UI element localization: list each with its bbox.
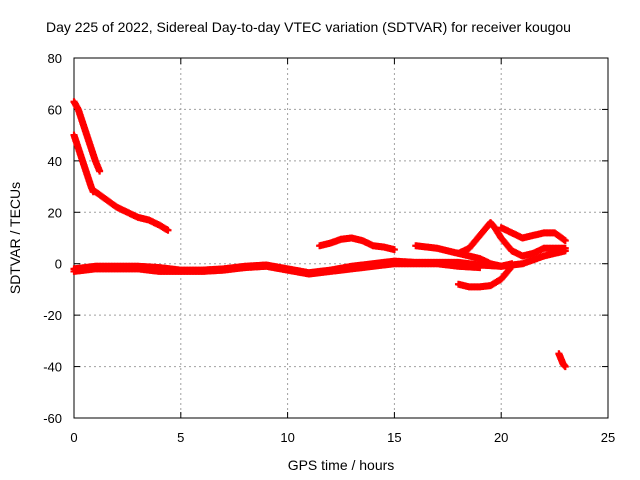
data-point (390, 246, 398, 254)
data-point (476, 264, 484, 272)
series-arc-right (497, 224, 569, 245)
x-tick-label: 0 (70, 430, 77, 445)
chart-title: Day 225 of 2022, Sidereal Day-to-day VTE… (46, 19, 571, 35)
y-tick-label: -40 (43, 360, 62, 375)
series-arc-late-low (555, 350, 569, 371)
x-tick-label: 10 (280, 430, 294, 445)
data-layer (70, 98, 569, 371)
series-arc-low (454, 262, 516, 291)
y-axis-label: SDTVAR / TECUs (7, 182, 23, 294)
data-point (561, 363, 569, 371)
y-tick-label: 0 (55, 257, 62, 272)
grid (74, 58, 608, 418)
y-tick-label: 60 (48, 102, 62, 117)
data-point (508, 262, 516, 270)
data-point (561, 244, 569, 252)
axis-ticks: 0 5 10 15 20 25 -60 -40 -20 0 20 40 60 80 (43, 51, 615, 445)
data-point (561, 237, 569, 245)
series-arc-mid-3 (454, 219, 569, 260)
series-arc-mid-1 (316, 234, 398, 254)
x-tick-label: 25 (601, 430, 615, 445)
y-tick-label: -20 (43, 308, 62, 323)
series-arc-tail (91, 188, 172, 234)
data-point (96, 167, 104, 175)
x-tick-label: 5 (177, 430, 184, 445)
x-tick-label: 20 (494, 430, 508, 445)
x-tick-label: 15 (387, 430, 401, 445)
data-point (164, 226, 172, 234)
series-arc-high-2 (70, 131, 97, 196)
series-arc-high-1 (70, 98, 104, 175)
y-tick-label: -60 (43, 411, 62, 426)
series-arc-base-2 (70, 260, 484, 278)
y-tick-label: 40 (48, 154, 62, 169)
plot-border (73, 57, 609, 419)
x-axis-label: GPS time / hours (288, 457, 395, 473)
y-tick-label: 20 (48, 205, 62, 220)
y-tick-label: 80 (48, 51, 62, 66)
